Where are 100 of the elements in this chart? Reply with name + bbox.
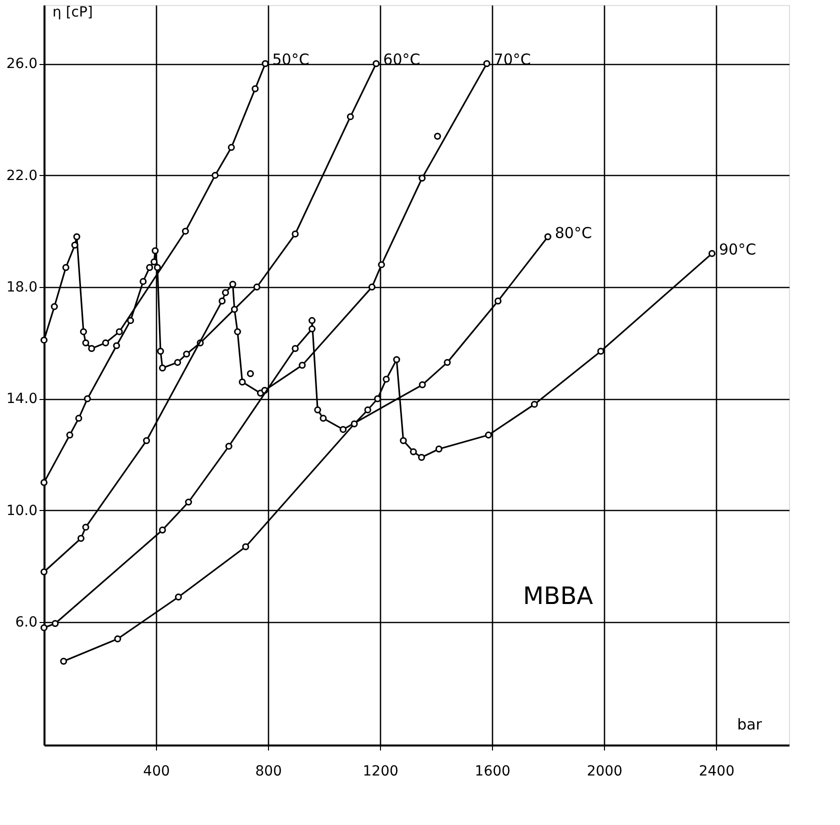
y-tick-label: 26.0 (6, 56, 38, 72)
x-tick-label: 1600 (474, 764, 510, 780)
point (116, 328, 123, 336)
point (228, 144, 235, 151)
point (174, 594, 182, 600)
point (84, 395, 91, 402)
point (77, 534, 84, 542)
point (262, 60, 269, 68)
point (708, 250, 716, 258)
point (368, 284, 376, 291)
point (158, 526, 166, 534)
point (140, 278, 147, 285)
y-tick-label: 22.0 (6, 168, 38, 184)
point (234, 328, 242, 336)
point (66, 432, 74, 439)
series-label: 70°C (494, 50, 531, 69)
point (292, 230, 299, 238)
point (71, 242, 78, 249)
point (434, 132, 441, 140)
point (40, 568, 48, 576)
point (152, 247, 159, 254)
point (80, 328, 87, 336)
point (143, 437, 150, 444)
point (218, 298, 226, 304)
point (308, 317, 316, 324)
point (225, 442, 232, 450)
point (484, 432, 492, 439)
point (378, 261, 385, 268)
point (230, 306, 238, 313)
point (150, 258, 158, 266)
point (40, 479, 48, 486)
point (158, 364, 166, 372)
point (530, 400, 538, 408)
y-tick-label: 6.0 (15, 614, 38, 631)
point (222, 289, 229, 296)
point (185, 498, 192, 506)
x-tick-label: 2000 (586, 764, 622, 780)
point (52, 620, 59, 628)
point (400, 437, 407, 444)
point (40, 336, 48, 344)
point (372, 60, 380, 68)
point (253, 284, 260, 291)
x-tick-label: 2400 (698, 764, 734, 780)
annotation: MBBA (523, 582, 594, 610)
x-axis-title: bar (737, 716, 763, 734)
y-tick-label: 14.0 (6, 391, 38, 408)
point (252, 85, 259, 92)
point (494, 298, 502, 304)
y-axis-title: η [cP] (52, 4, 93, 20)
point (483, 60, 490, 68)
point (62, 264, 70, 271)
point (50, 303, 58, 310)
point (127, 317, 134, 324)
point (229, 280, 236, 288)
point (157, 348, 164, 355)
x-tick-label: 1200 (362, 764, 398, 780)
point (597, 348, 604, 355)
series-label: 80°C (554, 224, 592, 242)
point (382, 376, 390, 383)
point (183, 350, 190, 358)
point (350, 420, 358, 428)
point (82, 524, 90, 531)
point (246, 370, 254, 378)
point (182, 228, 189, 235)
point (75, 414, 82, 422)
point (88, 344, 96, 352)
point (174, 358, 182, 366)
point (73, 233, 80, 240)
point (212, 172, 219, 179)
point (320, 414, 327, 422)
point (418, 454, 426, 461)
point (154, 264, 161, 271)
point (308, 325, 316, 332)
point (544, 233, 552, 240)
point (314, 406, 322, 414)
point (393, 356, 400, 364)
point (374, 395, 382, 402)
point (82, 339, 90, 346)
point (340, 426, 347, 433)
point (60, 658, 68, 665)
series-label: 90°C (718, 240, 756, 259)
point (114, 635, 122, 642)
point (113, 342, 120, 350)
point (238, 378, 246, 386)
point (444, 358, 451, 366)
point (102, 339, 110, 346)
x-tick-label: 400 (143, 764, 170, 780)
point (242, 543, 250, 550)
point (146, 264, 154, 271)
point (292, 344, 299, 352)
x-tick-label: 800 (255, 764, 282, 780)
y-tick-label: 10.0 (6, 502, 38, 519)
point (410, 448, 417, 456)
point (364, 406, 372, 414)
point (346, 113, 354, 120)
point (418, 381, 426, 388)
point (418, 174, 426, 182)
point (435, 446, 442, 452)
y-tick-label: 18.0 (6, 280, 38, 296)
point (298, 362, 306, 369)
